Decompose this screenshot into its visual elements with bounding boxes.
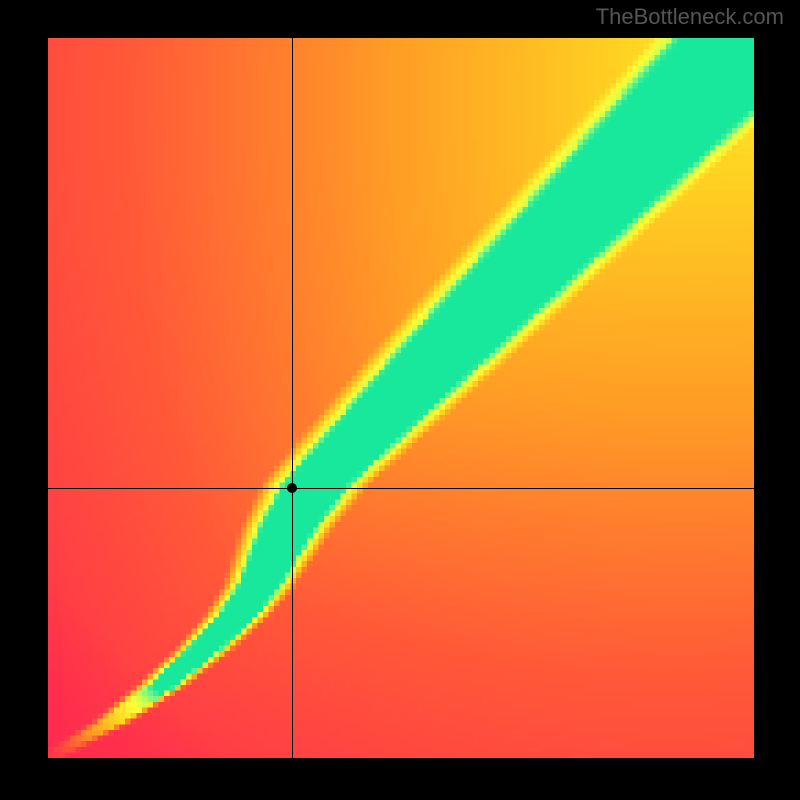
attribution-label: TheBottleneck.com (596, 4, 784, 30)
chart-container: TheBottleneck.com (0, 0, 800, 800)
plot-area (48, 38, 754, 758)
crosshair-horizontal (48, 488, 754, 489)
crosshair-vertical (292, 38, 293, 758)
bottleneck-heatmap (48, 38, 754, 758)
crosshair-marker (287, 483, 297, 493)
